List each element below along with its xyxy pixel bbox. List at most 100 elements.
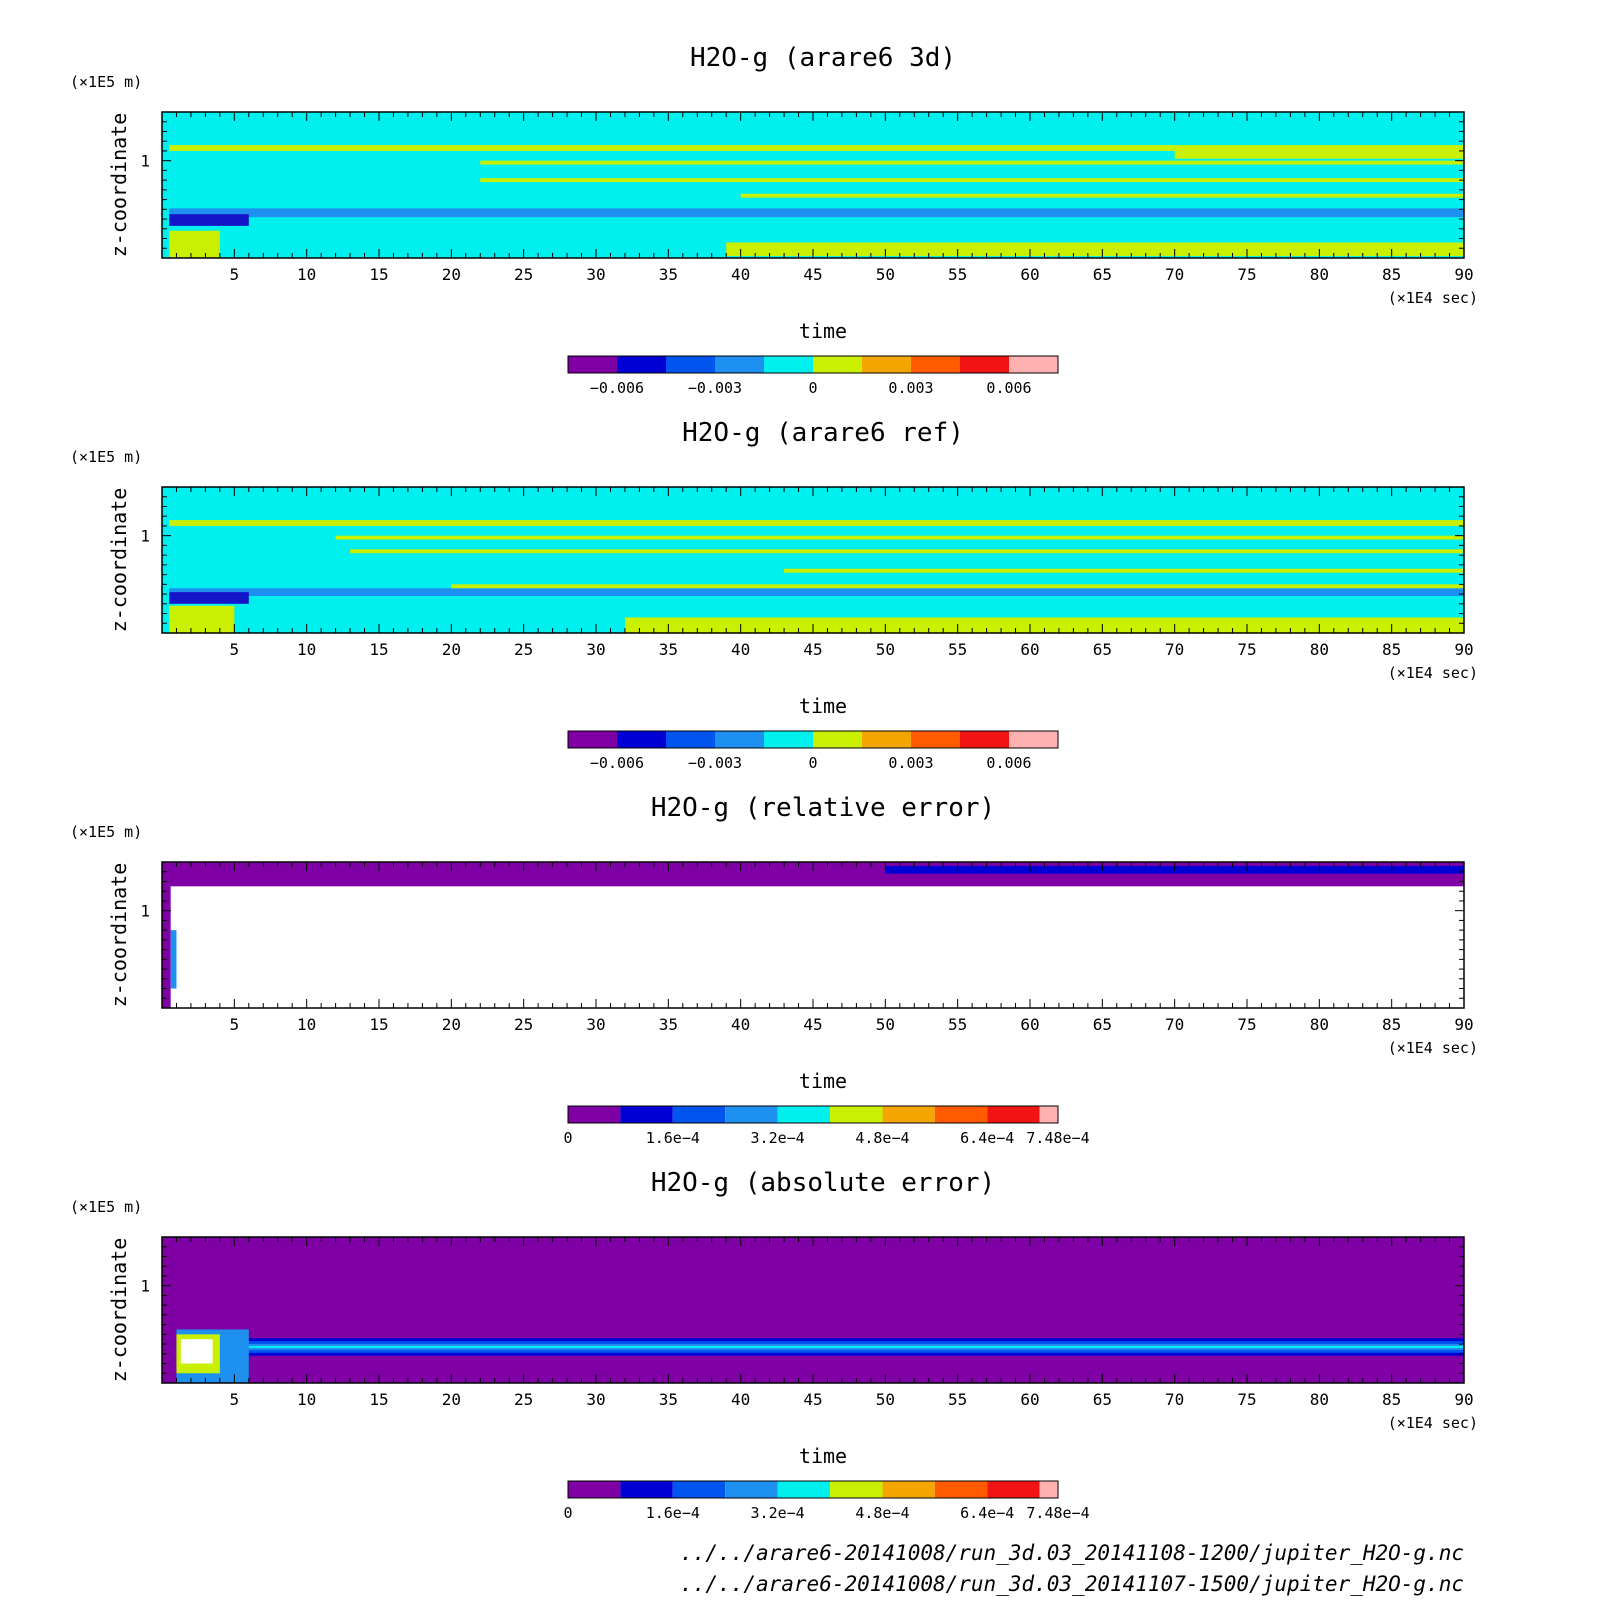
x-tick-label: 75: [1237, 640, 1256, 659]
x-tick-label: 80: [1310, 1390, 1329, 1409]
x-tick-label: 25: [514, 640, 533, 659]
x-tick-label: 15: [369, 640, 388, 659]
colorbar-swatch: [911, 356, 960, 373]
colorbar-swatch: [1009, 731, 1058, 748]
heatmap-band: [784, 568, 1464, 573]
colorbar-swatch: [960, 731, 1009, 748]
heatmap-band: [740, 193, 1464, 198]
x-tick-label: 15: [369, 1390, 388, 1409]
heatmap-band: [169, 588, 1464, 597]
x-tick-label: 10: [297, 640, 316, 659]
colorbar-tick-label: 0: [808, 379, 817, 397]
colorbar-tick-label: −0.003: [688, 379, 742, 397]
panels: H2O-g (arare6 3d)(×1E5 m)5 10 15 20 25 30 35 40…: [70, 43, 1478, 1522]
x-tick-label: 30: [586, 640, 605, 659]
x-tick-label: 45: [803, 265, 822, 284]
colorbar-swatch: [934, 1106, 988, 1123]
heatmap-band: [169, 605, 235, 633]
heatmap-background: [162, 1237, 1464, 1383]
x-tick-label: 25: [514, 1390, 533, 1409]
colorbar-swatch: [672, 1481, 726, 1498]
y-tick-label: 1: [140, 902, 150, 921]
colorbar-swatch: [882, 1481, 935, 1498]
colorbar-swatch: [715, 731, 764, 748]
x-unit-label: (×1E4 sec): [1388, 664, 1478, 682]
colorbar-frame: [567, 1105, 1059, 1124]
x-tick-label: 65: [1093, 265, 1112, 284]
x-tick-label: 50: [876, 1390, 895, 1409]
y-tick-label: 1: [140, 1277, 150, 1296]
y-unit-label: (×1E5 m): [70, 1198, 142, 1216]
panel-1: H2O-g (arare6 3d)(×1E5 m)5 10 15 20 25 30 35 40…: [70, 43, 1478, 397]
colorbar-tick-label: 6.4e−4: [960, 1129, 1014, 1147]
x-tick-label: 30: [586, 1015, 605, 1034]
heatmap-band: [350, 549, 1465, 554]
colorbar-tick-label: 3.2e−4: [751, 1504, 805, 1522]
heatmap-band: [335, 535, 1465, 540]
x-tick-label: 85: [1382, 265, 1401, 284]
colorbar-swatch: [617, 731, 666, 748]
x-tick-label: 70: [1165, 265, 1184, 284]
x-tick-label: 30: [586, 1390, 605, 1409]
x-tick-label: 85: [1382, 1015, 1401, 1034]
colorbar-swatch: [1039, 1106, 1058, 1123]
x-tick-label: 85: [1382, 1390, 1401, 1409]
x-unit-label: (×1E4 sec): [1388, 289, 1478, 307]
colorbar-swatch: [777, 1481, 831, 1498]
x-tick-label: 90: [1454, 265, 1473, 284]
heatmap-band: [205, 1346, 1464, 1348]
x-tick-label: 55: [948, 1015, 967, 1034]
colorbar-tick-label: 4.8e−4: [855, 1129, 909, 1147]
x-tick-label: 35: [659, 640, 678, 659]
colorbar-swatch: [725, 1481, 778, 1498]
x-tick-label: 50: [876, 265, 895, 284]
heatmap-band: [480, 160, 1464, 165]
colorbar-frame: [567, 1480, 1059, 1499]
colorbar-tick-label: 0.006: [986, 379, 1031, 397]
x-tick-label: 90: [1454, 1390, 1473, 1409]
panel-title: H2O-g (relative error): [651, 793, 995, 823]
x-tick-label: 60: [1020, 265, 1039, 284]
heatmap-band: [624, 617, 1464, 633]
x-tick-label: 45: [803, 1390, 822, 1409]
x-axis-label: time: [799, 694, 847, 718]
colorbar-tick-label: 3.2e−4: [751, 1129, 805, 1147]
panel-title: H2O-g (arare6 3d): [690, 43, 956, 73]
y-axis-label: z-coordinate: [107, 488, 131, 633]
panel-4: H2O-g (absolute error)(×1E5 m)5 10 15 20 25 3…: [70, 1168, 1478, 1522]
heatmap-band: [180, 1339, 213, 1364]
colorbar-swatch: [568, 1106, 621, 1123]
x-tick-label: 90: [1454, 1015, 1473, 1034]
x-tick-label: 80: [1310, 640, 1329, 659]
x-tick-label: 20: [442, 640, 461, 659]
colorbar-swatch: [725, 1106, 778, 1123]
x-tick-label: 25: [514, 1015, 533, 1034]
x-tick-label: 65: [1093, 640, 1112, 659]
x-tick-label: 20: [442, 1390, 461, 1409]
x-tick-label: 40: [731, 1015, 750, 1034]
x-tick-label: 20: [442, 1015, 461, 1034]
colorbar-swatch: [987, 1481, 1040, 1498]
x-tick-label: 5: [230, 640, 240, 659]
colorbar-swatch: [813, 356, 862, 373]
colorbar-frame: [567, 730, 1059, 749]
colorbar-swatch: [672, 1106, 726, 1123]
colorbar-swatch: [911, 731, 960, 748]
colorbar-tick-label: −0.003: [688, 754, 742, 772]
heatmap-band: [169, 520, 1464, 526]
heatmap-band: [1174, 145, 1464, 159]
colorbar-tick-label: 0.003: [888, 379, 933, 397]
heatmap-background: [162, 487, 1464, 633]
x-tick-label: 75: [1237, 1390, 1256, 1409]
x-axis-label: time: [799, 319, 847, 343]
x-tick-label: 80: [1310, 265, 1329, 284]
x-tick-label: 80: [1310, 1015, 1329, 1034]
y-unit-label: (×1E5 m): [70, 823, 142, 841]
colorbar-tick-label: 1.6e−4: [646, 1129, 700, 1147]
x-tick-label: 60: [1020, 1015, 1039, 1034]
colorbar-swatch: [862, 356, 911, 373]
x-unit-label: (×1E4 sec): [1388, 1039, 1478, 1057]
x-tick-label: 45: [803, 1015, 822, 1034]
colorbar-tick-label: 7.48e−4: [1026, 1129, 1089, 1147]
